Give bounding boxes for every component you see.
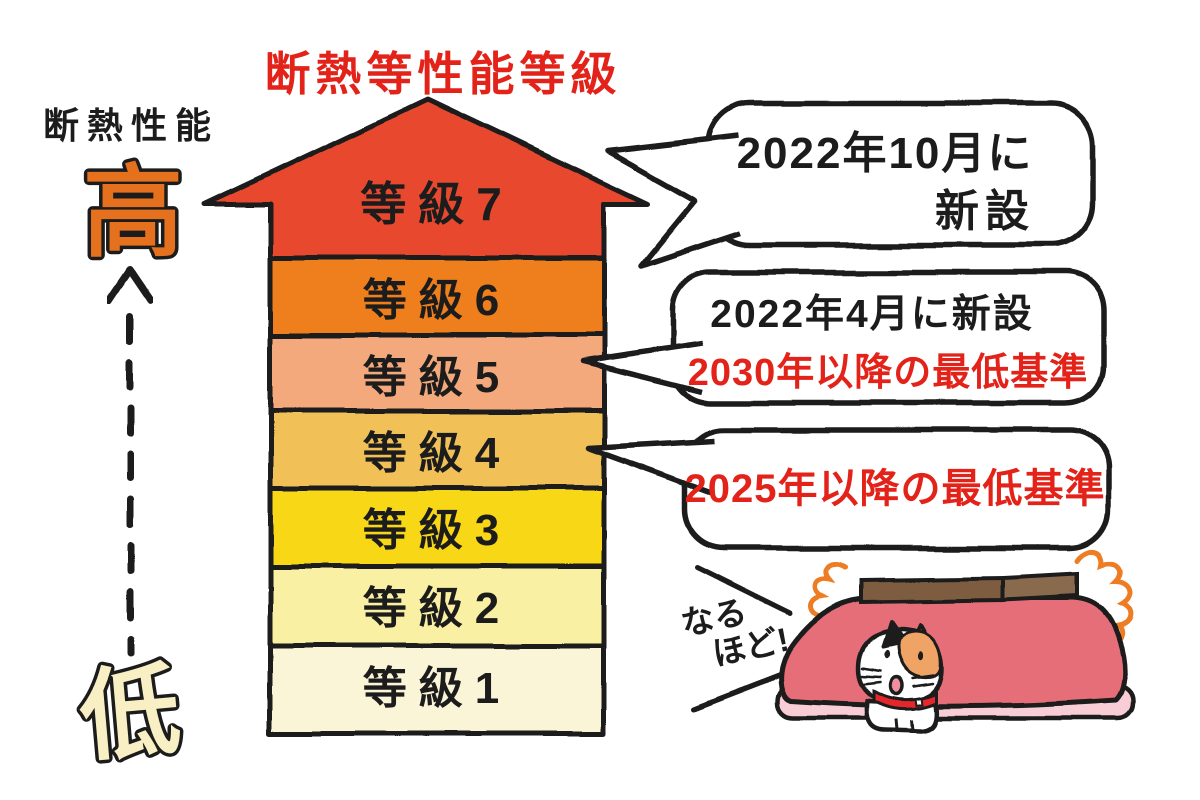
- axis-high-label: 高: [83, 157, 183, 269]
- speech-bubble-1-tail: [605, 133, 741, 269]
- band-grade-3: [267, 485, 607, 569]
- cat-exclamation: なる ほど!: [678, 593, 792, 673]
- speech-bubble-3: [682, 427, 1111, 551]
- band-label-grade-2: 等級2: [363, 584, 511, 633]
- bubble-3-line-1: 2025年以降の最低基準: [685, 467, 1106, 511]
- grade-tower: [202, 96, 651, 736]
- cat-eye-right: [918, 652, 924, 662]
- cat-whiskers: [859, 666, 936, 689]
- band-label-grade-7: 等級7: [360, 178, 514, 230]
- speech-bubble-2-tail: [579, 341, 703, 395]
- text-layer: 断熱等性能等級 断熱性能 高 低 等級7 等級6 等級5 等級4 等級3 等級2…: [43, 48, 1106, 778]
- cat-mouth: [889, 675, 905, 697]
- band-grade-4: [267, 408, 607, 491]
- axis-label: 断熱性能: [43, 105, 219, 146]
- cat-collar-buckle: [914, 697, 924, 707]
- band-grade-1: [267, 643, 607, 736]
- performance-axis: [105, 265, 155, 656]
- emphasis-line-top: [694, 564, 793, 616]
- band-label-grade-6: 等級6: [363, 276, 511, 325]
- emphasis-line-bottom: [690, 669, 792, 712]
- steam-icon-right: [1075, 549, 1134, 645]
- cat-eye-left: [884, 650, 890, 660]
- bubble-2-line-1: 2022年4月に新設: [710, 293, 1033, 336]
- bubble-2-line-2: 2030年以降の最低基準: [688, 352, 1089, 394]
- bubble-1-line-2: 新設: [935, 187, 1035, 236]
- speech-bubbles: [579, 100, 1111, 551]
- speech-bubble-3-tail: [585, 438, 715, 497]
- band-grade-2: [267, 563, 607, 649]
- cat-toe-line-1: [894, 718, 899, 731]
- kotatsu-cat-scene: [690, 549, 1136, 734]
- band-grade-5: [267, 332, 607, 414]
- band-label-grade-3: 等級3: [363, 506, 511, 555]
- band-label-grade-5: 等級5: [363, 353, 511, 402]
- kotatsu-blanket: [778, 595, 1128, 709]
- band-label-grade-4: 等級4: [363, 429, 511, 478]
- arrow-up-icon: [105, 265, 155, 304]
- kotatsu-table-board-left: [859, 575, 1005, 605]
- kotatsu-table-board-right: [1001, 571, 1080, 603]
- band-grade-6: [267, 255, 607, 338]
- bubble-1-line-1: 2022年10月に: [737, 129, 1034, 178]
- cat-toe-line-2: [909, 719, 914, 732]
- page-title: 断熱等性能等級: [265, 48, 622, 100]
- band-label-grade-1: 等級1: [363, 664, 511, 713]
- band-grade-7: [202, 96, 651, 261]
- axis-low-label: 低: [75, 654, 184, 774]
- speech-bubble-2: [669, 269, 1106, 406]
